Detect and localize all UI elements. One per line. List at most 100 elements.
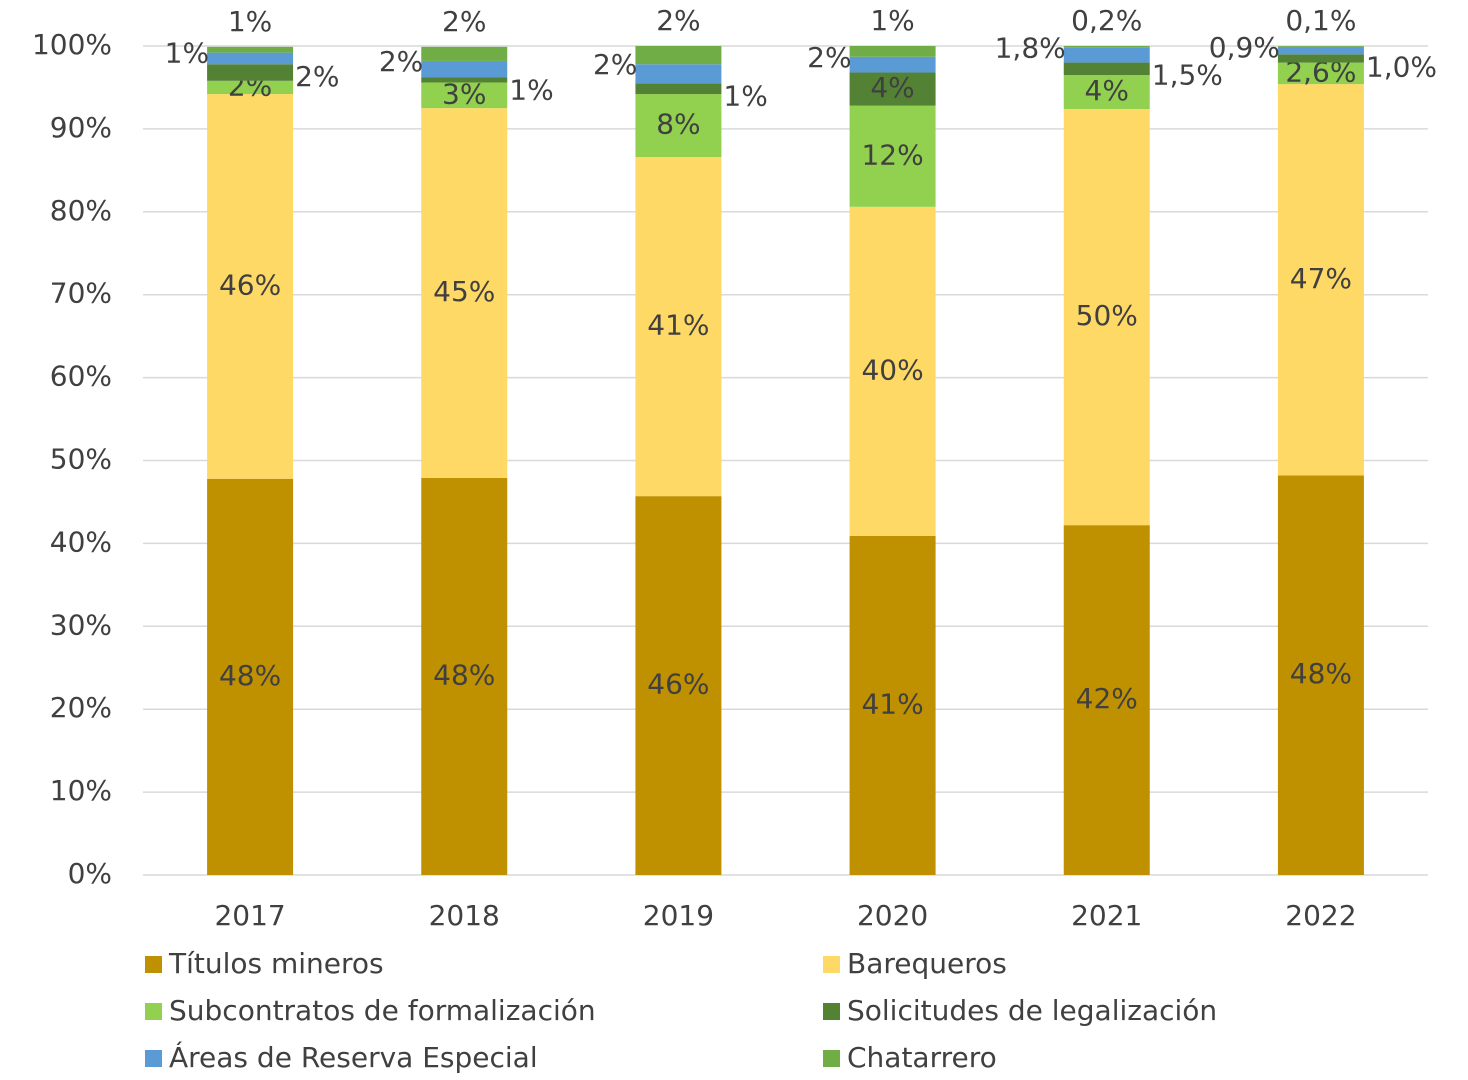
bar-segment	[1277, 54, 1364, 63]
legend-label: Subcontratos de formalización	[169, 994, 596, 1027]
legend-swatch	[823, 1003, 840, 1020]
bar-segment	[1063, 75, 1150, 110]
bar-segment	[421, 46, 508, 61]
data-label: 1,0%	[1366, 50, 1437, 83]
y-tick-label: 30%	[50, 608, 112, 641]
bar-segment	[207, 46, 294, 53]
legend-swatch	[145, 1003, 162, 1020]
bar-segment	[207, 94, 294, 479]
bar-segment	[635, 83, 722, 95]
data-label: 40%	[861, 353, 923, 386]
legend-swatch	[145, 956, 162, 973]
bar-segment	[1063, 525, 1150, 875]
bar-segment	[849, 206, 936, 536]
data-label: 41%	[861, 687, 923, 720]
bar-segment	[421, 108, 508, 478]
bar-segment	[849, 72, 936, 106]
data-label: 1,8%	[995, 32, 1066, 65]
bar-segment	[421, 477, 508, 875]
x-tick-label: 2022	[1285, 899, 1356, 932]
y-tick-label: 10%	[50, 774, 112, 807]
bar-segment	[635, 496, 722, 875]
y-tick-label: 40%	[50, 525, 112, 558]
legend-label: Títulos mineros	[168, 947, 384, 980]
data-label: 0,2%	[1071, 4, 1142, 37]
y-tick-label: 0%	[68, 857, 112, 890]
data-label: 46%	[219, 268, 281, 301]
x-tick-label: 2017	[214, 899, 285, 932]
bar-segment	[207, 478, 294, 875]
data-label: 45%	[433, 275, 495, 308]
bar-segment	[635, 157, 722, 497]
bar-segment	[1063, 46, 1150, 48]
bar-segment	[849, 56, 936, 73]
bar-segment	[849, 105, 936, 207]
data-label: 48%	[219, 659, 281, 692]
data-label: 48%	[1290, 657, 1352, 690]
x-tick-label: 2019	[643, 899, 714, 932]
legend-swatch	[823, 956, 840, 973]
data-label: 12%	[861, 138, 923, 171]
x-tick-label: 2021	[1071, 899, 1142, 932]
data-label: 2%	[442, 5, 486, 38]
bar-segment	[207, 64, 294, 81]
bar-segment	[635, 46, 722, 65]
data-label: 4%	[1085, 74, 1129, 107]
bar-segment	[421, 82, 508, 109]
y-tick-label: 90%	[50, 111, 112, 144]
data-label: 2%	[593, 48, 637, 81]
data-label: 50%	[1076, 299, 1138, 332]
data-label: 3%	[442, 77, 486, 110]
data-label: 2%	[295, 60, 339, 93]
data-label: 46%	[647, 668, 709, 701]
legend-label: Barequeros	[847, 947, 1007, 980]
bar-segment	[1063, 109, 1150, 526]
data-label: 1,5%	[1152, 59, 1223, 92]
y-tick-label: 20%	[50, 691, 112, 724]
bar-segment	[1063, 47, 1150, 63]
data-label: 41%	[647, 309, 709, 342]
bar-segment	[635, 64, 722, 84]
data-label: 8%	[656, 108, 700, 141]
bar-segment	[421, 60, 508, 78]
data-label: 2%	[807, 41, 851, 74]
x-tick-label: 2018	[429, 899, 500, 932]
legend-label: Áreas de Reserva Especial	[169, 1040, 538, 1074]
data-label: 48%	[433, 658, 495, 691]
bar-segment	[849, 535, 936, 875]
data-label: 42%	[1076, 682, 1138, 715]
bar-segment	[1063, 62, 1150, 76]
y-tick-label: 80%	[50, 194, 112, 227]
y-tick-label: 60%	[50, 360, 112, 393]
data-label: 1%	[165, 37, 209, 70]
y-tick-label: 50%	[50, 443, 112, 476]
bar-segment	[207, 52, 294, 65]
bar-segment	[849, 46, 936, 57]
data-label: 1%	[509, 74, 553, 107]
y-tick-label: 100%	[32, 28, 112, 61]
bar-segment	[207, 80, 294, 95]
data-label: 0,9%	[1209, 31, 1280, 64]
y-tick-label: 70%	[50, 277, 112, 310]
data-label: 47%	[1290, 262, 1352, 295]
bar-segment	[421, 77, 508, 83]
bar-segment	[1277, 475, 1364, 875]
legend-label: Solicitudes de legalización	[847, 994, 1217, 1027]
bar-segment	[1277, 46, 1364, 47]
data-label: 2%	[379, 45, 423, 78]
legend-swatch	[145, 1050, 162, 1067]
data-label: 2%	[656, 4, 700, 37]
data-label: 4%	[870, 71, 914, 104]
bar-segment	[1277, 62, 1364, 85]
data-label: 1%	[723, 79, 767, 112]
bar-segment	[635, 94, 722, 158]
bar-segment	[1277, 46, 1364, 55]
legend-swatch	[823, 1050, 840, 1067]
bar-segment	[1277, 84, 1364, 476]
data-label: 1%	[870, 4, 914, 37]
x-tick-label: 2020	[857, 899, 928, 932]
legend-label: Chatarrero	[847, 1041, 997, 1074]
data-label: 0,1%	[1285, 4, 1356, 37]
data-label: 1%	[228, 5, 272, 38]
